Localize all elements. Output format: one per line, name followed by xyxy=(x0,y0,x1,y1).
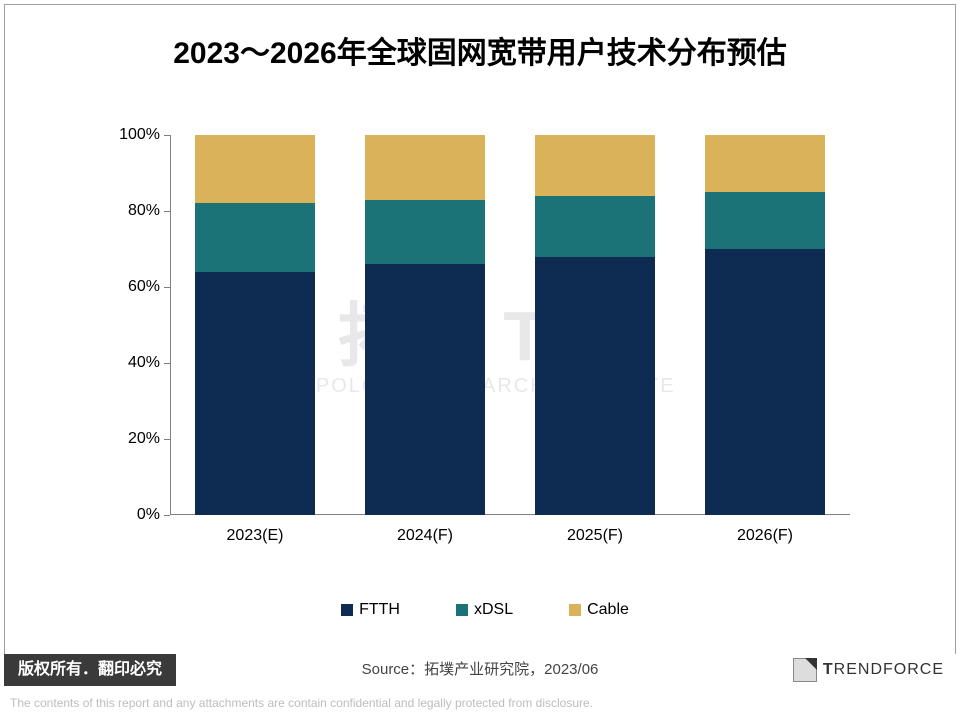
y-tick-label: 100% xyxy=(110,126,160,144)
y-tick-label: 60% xyxy=(110,278,160,296)
bar-segment-cable xyxy=(195,135,315,203)
y-tick-mark xyxy=(164,515,170,516)
legend-item: FTTH xyxy=(341,601,400,619)
legend-swatch-icon xyxy=(569,604,581,616)
bar-group xyxy=(365,135,485,515)
disclaimer-text: The contents of this report and any atta… xyxy=(10,696,950,710)
legend-swatch-icon xyxy=(456,604,468,616)
bar-segment-ftth xyxy=(535,257,655,515)
y-tick-mark xyxy=(164,287,170,288)
bar-segment-cable xyxy=(705,135,825,192)
footer: Source：拓墣产业研究院，2023/06 版权所有．翻印必究 TRENDFO… xyxy=(4,654,956,686)
x-tick-label: 2026(F) xyxy=(680,527,850,545)
bar-group xyxy=(705,135,825,515)
legend: FTTH xDSL Cable xyxy=(110,601,860,619)
legend-item: Cable xyxy=(569,601,629,619)
copyright-badge: 版权所有．翻印必究 xyxy=(4,654,176,686)
bar-segment-xdsl xyxy=(195,203,315,271)
logo-mark-icon xyxy=(793,658,817,682)
y-tick-mark xyxy=(164,211,170,212)
bar-segment-cable xyxy=(365,135,485,200)
legend-label: FTTH xyxy=(359,601,400,618)
chart-title: 2023～2026年全球固网宽带用户技术分布预估 xyxy=(0,28,960,72)
x-tick-label: 2024(F) xyxy=(340,527,510,545)
bar-segment-ftth xyxy=(705,249,825,515)
y-tick-label: 20% xyxy=(110,430,160,448)
legend-label: xDSL xyxy=(474,601,513,618)
y-axis xyxy=(170,135,171,515)
bar-segment-xdsl xyxy=(705,192,825,249)
y-tick-mark xyxy=(164,439,170,440)
chart-area: 0% 20% 40% 60% 80% 100% 2023(E)2024(F)2025(F)2… xyxy=(110,105,860,555)
x-tick-label: 2025(F) xyxy=(510,527,680,545)
y-tick-label: 40% xyxy=(110,354,160,372)
x-tick-label: 2023(E) xyxy=(170,527,340,545)
bar-group xyxy=(535,135,655,515)
y-tick-label: 0% xyxy=(110,506,160,524)
plot-area: 0%20%40%60%80%100%2023(E)2024(F)2025(F)2… xyxy=(170,135,850,515)
legend-label: Cable xyxy=(587,601,629,618)
chart-slide: 拓墣 TRI TOPOLOGY RESEARCH INSTITUTE 2023～… xyxy=(0,0,960,720)
logo-text: TRENDFORCE xyxy=(823,661,944,679)
bar-segment-xdsl xyxy=(365,200,485,265)
legend-swatch-icon xyxy=(341,604,353,616)
bar-segment-ftth xyxy=(195,272,315,515)
bar-segment-cable xyxy=(535,135,655,196)
y-tick-mark xyxy=(164,135,170,136)
y-tick-label: 80% xyxy=(110,202,160,220)
bar-segment-xdsl xyxy=(535,196,655,257)
y-tick-mark xyxy=(164,363,170,364)
legend-item: xDSL xyxy=(456,601,513,619)
bar-group xyxy=(195,135,315,515)
bar-segment-ftth xyxy=(365,264,485,515)
trendforce-logo: TRENDFORCE xyxy=(793,656,944,684)
